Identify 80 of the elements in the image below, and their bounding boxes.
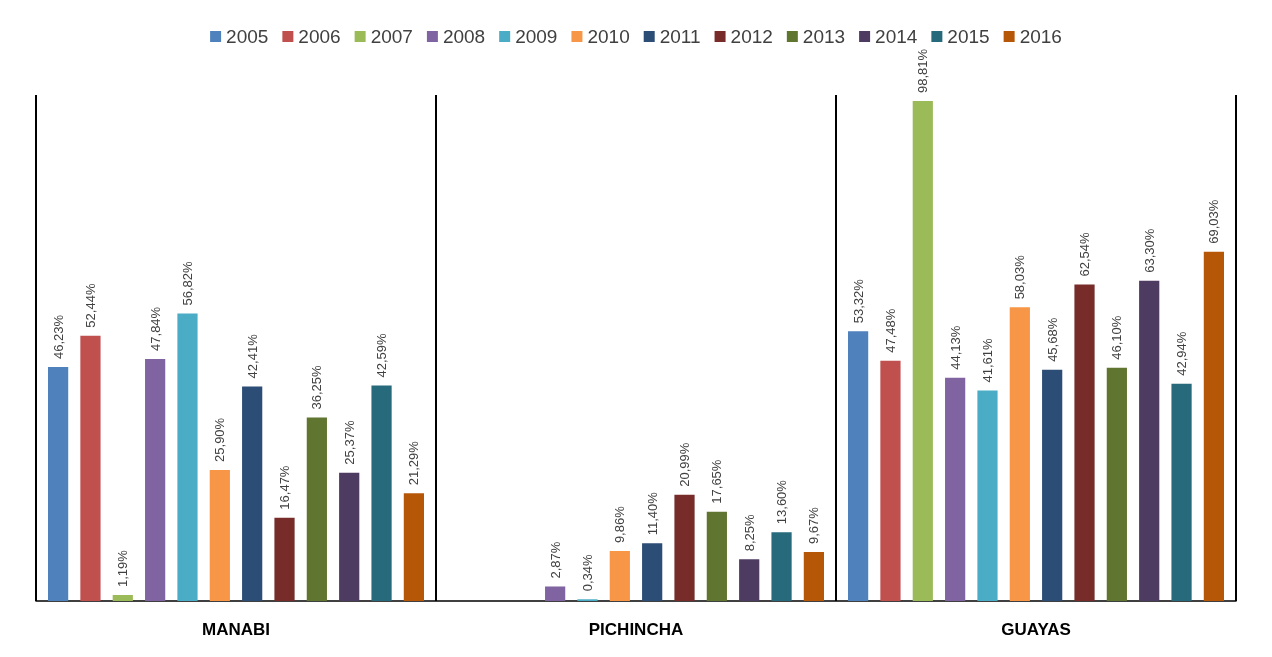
bar	[1042, 369, 1063, 601]
legend-label: 2008	[442, 26, 486, 47]
bar	[880, 360, 901, 601]
data-label: 69,03%	[1206, 199, 1222, 244]
data-label: 16,47%	[277, 465, 293, 510]
data-label: 46,10%	[1109, 315, 1125, 360]
bar	[848, 331, 869, 601]
bar	[209, 469, 230, 601]
legend-label: 2013	[802, 26, 846, 47]
legend-label: 2007	[370, 26, 413, 47]
data-label: 58,03%	[1012, 254, 1028, 300]
data-label: 9,86%	[612, 505, 628, 544]
data-label: 41,61%	[979, 337, 995, 383]
legend-label: 2005	[226, 26, 269, 47]
data-label: 8,25%	[741, 513, 757, 552]
legend-label: 2016	[1019, 26, 1062, 47]
data-label: 53,32%	[850, 278, 866, 324]
data-label: 13,60%	[774, 479, 790, 525]
bar	[1171, 383, 1192, 601]
bar	[609, 551, 630, 601]
bar	[977, 390, 998, 601]
data-label: 44,13%	[947, 325, 963, 370]
x-tick-label: MANABI	[202, 620, 270, 639]
data-label: 52,44%	[82, 283, 98, 328]
data-label: 0,34%	[579, 553, 595, 592]
bar	[674, 494, 695, 601]
data-label: 20,99%	[677, 442, 693, 487]
data-label: 2,87%	[547, 541, 563, 579]
legend-label: 2015	[947, 26, 990, 47]
bar	[339, 472, 360, 601]
bar	[771, 532, 792, 601]
data-label: 42,41%	[244, 333, 260, 379]
bar	[112, 594, 133, 601]
legend-label: 2012	[730, 26, 773, 47]
bar	[80, 335, 101, 601]
legend-label: 2011	[659, 26, 701, 47]
bar	[706, 511, 727, 601]
data-label: 56,82%	[179, 260, 195, 306]
data-label: 25,90%	[212, 417, 228, 462]
bar	[1139, 280, 1160, 601]
bar	[642, 543, 663, 601]
data-label: 25,37%	[341, 420, 357, 465]
data-label: 11,40%	[644, 491, 660, 536]
bar	[145, 358, 166, 601]
bar	[545, 586, 566, 601]
legend-label: 2010	[587, 26, 630, 47]
bar	[739, 559, 760, 601]
bar	[306, 417, 327, 601]
bar	[1009, 307, 1030, 601]
bar	[274, 517, 295, 601]
bar	[48, 367, 69, 601]
legend-label: 2009	[515, 26, 558, 47]
data-label: 98,81%	[915, 48, 931, 94]
data-label: 42,94%	[1174, 331, 1190, 376]
data-label: 42,59%	[374, 332, 390, 378]
bar	[371, 385, 392, 601]
data-label: 47,48%	[882, 308, 898, 353]
x-tick-label: GUAYAS	[1001, 620, 1071, 639]
bar	[1203, 251, 1224, 601]
data-label: 62,54%	[1077, 232, 1093, 277]
data-label: 46,23%	[50, 314, 66, 360]
legend-label: 2006	[298, 26, 341, 47]
bar	[803, 552, 824, 601]
bar	[945, 377, 966, 601]
data-label: 17,65%	[709, 459, 725, 504]
bar	[1106, 367, 1127, 601]
legend-label: 2014	[875, 26, 918, 47]
data-label: 63,30%	[1141, 228, 1157, 273]
bar	[912, 101, 933, 601]
data-label: 9,67%	[806, 506, 822, 545]
x-tick-label: PICHINCHA	[588, 620, 684, 639]
data-label: 45,68%	[1044, 317, 1060, 362]
data-label: 1,19%	[115, 549, 131, 587]
data-label: 21,29%	[406, 440, 422, 486]
data-label: 47,84%	[147, 306, 163, 351]
bar	[177, 313, 198, 601]
bar	[403, 493, 424, 601]
data-label: 36,25%	[309, 365, 325, 410]
bar	[242, 386, 263, 601]
bar	[1074, 284, 1095, 601]
